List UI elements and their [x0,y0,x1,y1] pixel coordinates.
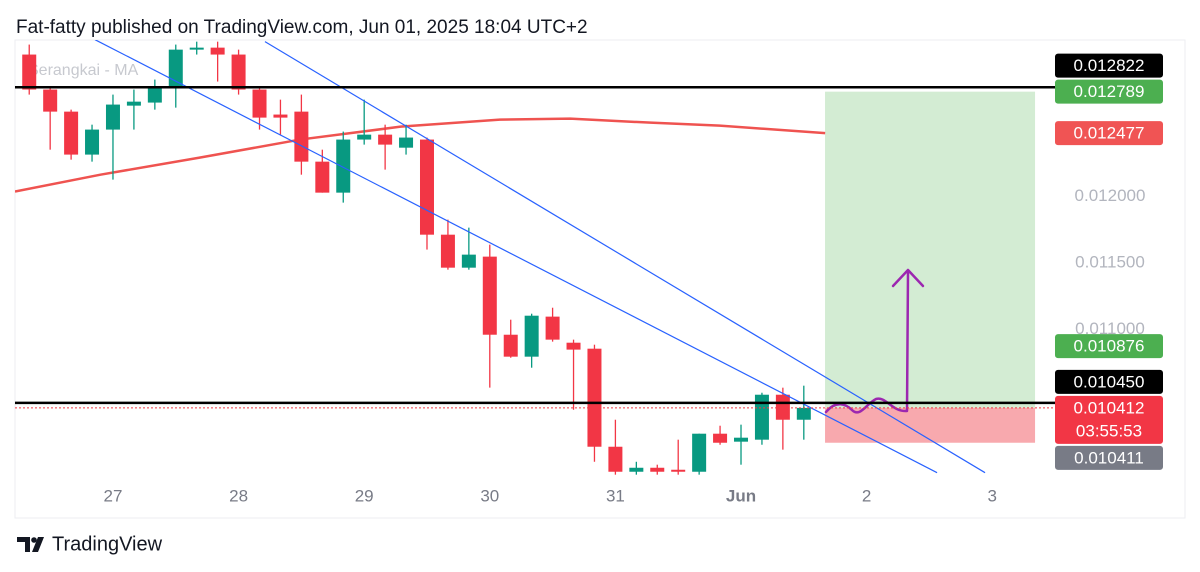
candle-body [378,134,393,145]
candle-body [545,316,560,340]
price-label-box [1055,395,1163,444]
trend-line [264,41,986,474]
brand-name: TradingView [52,533,163,555]
candle-body [147,87,162,103]
candle-body [692,433,707,472]
x-tick-label: 3 [987,486,996,505]
candle-body [294,111,309,162]
candle-body [482,256,497,335]
x-tick-label: 27 [104,486,123,505]
candle-body [671,469,686,472]
candle-body [22,54,37,90]
candle-body [440,234,455,268]
candle-body [357,134,372,140]
candle-body [503,334,518,357]
price-axis: 0.012000 0.011500 0.011000 27 28 29 30 31 Jun 2 3 0… [15,53,1163,505]
candle-body [587,348,602,447]
price-label-box [1055,445,1163,470]
y-tick-label: 0.011500 [1075,253,1145,272]
logo-part [31,537,37,543]
candle-body [524,315,539,357]
candle-body [315,161,330,193]
loss-zone [825,407,1036,443]
plot-area [15,40,1036,475]
candle-body [734,437,749,442]
logo-part [17,537,30,552]
candle-body [796,407,811,420]
brand-logo [17,537,44,552]
candle-body [168,49,183,88]
candle-body [85,129,100,155]
candle-body [461,254,476,268]
price-label: 0.010876 [1074,337,1145,356]
countdown-label: 03:55:53 [1076,421,1142,440]
arrow-head [891,268,925,288]
price-label: 0.010450 [1074,372,1145,391]
chart-frame [14,39,1186,519]
price-label-box [1055,53,1163,78]
x-tick-label: 2 [862,486,871,505]
candle-body [64,111,79,155]
candle-body [210,47,225,55]
candle-body [608,446,623,472]
candle-body [419,139,434,235]
x-tick-label: 31 [606,486,625,505]
x-tick-label: 30 [480,486,499,505]
candle-body [399,137,414,148]
price-label-box [1055,334,1163,359]
price-label: 0.010412 [1074,398,1145,417]
candle-body [775,394,790,420]
y-tick-label: 0.012000 [1075,186,1146,205]
candle-body [126,101,141,106]
candle-body [713,433,728,443]
price-label: 0.012822 [1074,56,1145,75]
x-tick-label: Jun [726,486,756,505]
candle-body [754,394,769,440]
price-label-box [1055,369,1163,394]
ma-line [15,117,826,193]
legend-label: Serangkai - MA [28,62,139,79]
candle-body [252,89,267,118]
price-label: 0.012477 [1074,124,1145,143]
y-tick-label: 0.011000 [1075,319,1145,338]
x-tick-label: 29 [355,486,374,505]
trend-line [94,40,938,474]
candle-body [336,139,351,193]
price-label: 0.010411 [1074,448,1144,467]
chart-title: Fat-fatty published on TradingView.com, … [16,17,588,38]
candle-body [231,54,246,90]
candle-body [105,104,120,130]
candle-body [650,467,665,472]
candle-body [566,342,581,350]
candle-body [629,467,644,472]
x-tick-label: 28 [229,486,248,505]
candle-body [273,114,288,118]
price-label-box [1055,79,1163,104]
price-label: 0.012789 [1074,82,1145,101]
candle-body [189,47,204,50]
price-label-box [1055,121,1163,146]
logo-part [32,537,44,552]
candle-body [43,89,58,112]
profit-zone [825,91,1036,408]
